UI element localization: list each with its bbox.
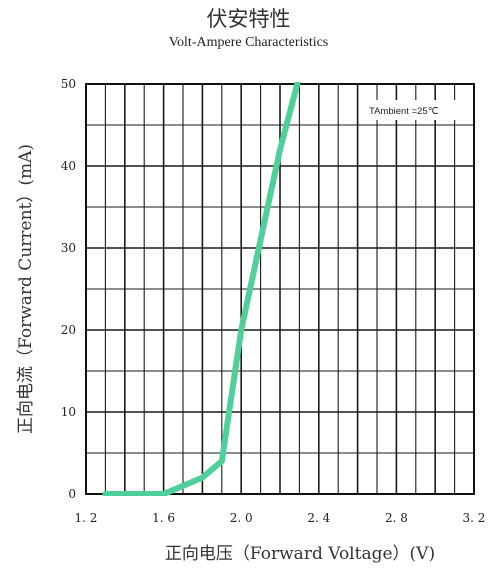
y-tick-label: 10 (61, 405, 76, 419)
y-tick-label: 40 (61, 159, 76, 173)
ambient-annotation: TAmbient =25℃ (369, 106, 439, 117)
x-axis-label: 正向电压（Forward Voltage）(V) (165, 544, 435, 564)
x-tick-label: 1. 6 (152, 511, 175, 525)
y-tick-label: 0 (68, 487, 76, 501)
x-tick-label: 2. 8 (385, 511, 408, 525)
y-tick-label: 30 (61, 241, 76, 255)
plot-frame (85, 83, 475, 495)
y-axis-label: 正向电流（Forward Current）(mA) (16, 144, 36, 434)
annotation-bg (366, 100, 470, 120)
x-tick-label: 2. 4 (307, 511, 330, 525)
x-tick-label: 3. 2 (463, 511, 486, 525)
chart-title: 伏安特性 (206, 7, 291, 31)
x-tick-label: 1. 2 (75, 511, 98, 525)
series-line (102, 82, 301, 496)
y-tick-label: 50 (61, 77, 76, 91)
x-tick-label: 2. 0 (230, 511, 253, 525)
chart-subtitle: Volt-Ampere Characteristics (168, 35, 329, 50)
y-tick-label: 20 (61, 323, 76, 337)
